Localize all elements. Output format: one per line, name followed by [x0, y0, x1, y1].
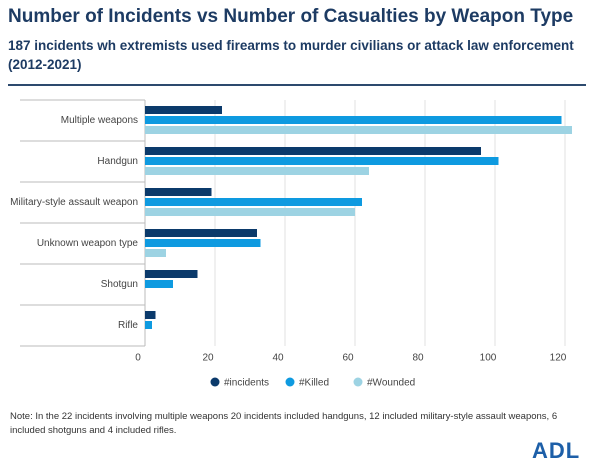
x-tick-label: 40	[272, 353, 284, 364]
y-tick-label: Shotgun	[101, 279, 138, 290]
y-tick-label: Multiple weapons	[61, 115, 138, 126]
bar	[145, 229, 257, 237]
bar	[145, 249, 166, 257]
x-tick-label: 20	[202, 353, 214, 364]
note: Note: In the 22 incidents involving mult…	[10, 411, 558, 436]
chart: 0 20 40 60 80 100 120 Multiple weapons Handgun Mi…	[10, 99, 572, 389]
chart-title: Number of Incidents vs Number of Casualt…	[8, 6, 574, 27]
bar	[145, 198, 362, 206]
y-tick-label: Handgun	[97, 156, 138, 167]
legend-swatch	[285, 377, 295, 387]
legend-label: #Wounded	[367, 378, 415, 389]
bar	[145, 270, 198, 278]
bar	[145, 321, 152, 329]
bar	[145, 311, 156, 319]
bar	[145, 167, 369, 175]
y-tick-label: Unknown weapon type	[37, 238, 139, 249]
bar	[145, 126, 572, 134]
y-tick-label: Rifle	[118, 320, 138, 331]
x-tick-label: 80	[412, 353, 424, 364]
bar	[145, 116, 562, 124]
chart-subtitle: 187 incidents wh extremists used firearm…	[8, 38, 574, 72]
bar	[145, 188, 212, 196]
y-tick-label: Military-style assault weapon	[10, 197, 138, 208]
legend-label: #incidents	[224, 378, 269, 389]
divider	[8, 84, 586, 86]
bar	[145, 280, 173, 288]
logo: ADL	[532, 438, 581, 463]
x-tick-label: 0	[135, 353, 141, 364]
bar	[145, 208, 355, 216]
x-tick-label: 60	[342, 353, 354, 364]
legend-swatch	[353, 377, 363, 387]
bar	[145, 147, 481, 155]
legend-label: #Killed	[299, 378, 329, 389]
bar	[145, 239, 261, 247]
x-tick-label: 120	[550, 353, 567, 364]
legend-swatch	[210, 377, 220, 387]
x-tick-label: 100	[480, 353, 497, 364]
bar	[145, 157, 499, 165]
bar	[145, 106, 222, 114]
